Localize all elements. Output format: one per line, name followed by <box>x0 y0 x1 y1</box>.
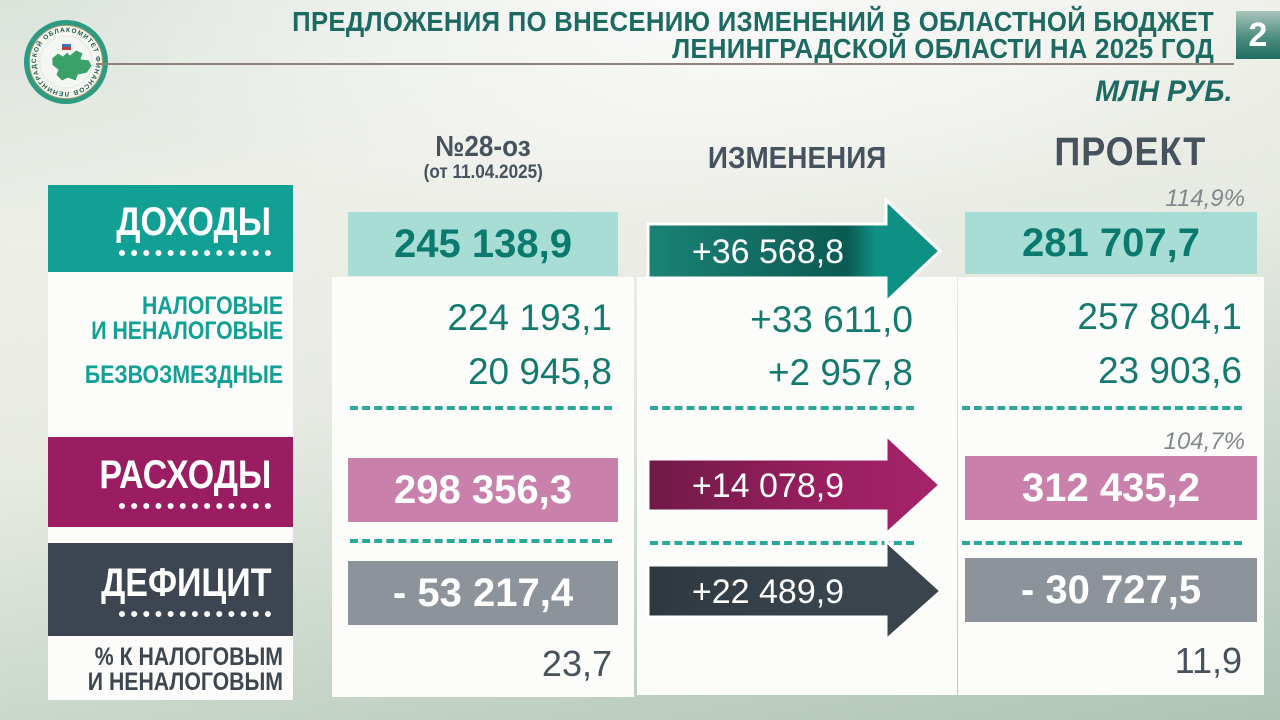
label-tax-nontax: НАЛОГОВЫЕ И НЕНАЛОГОВЫЕ <box>91 292 283 345</box>
value-pct-project: 11,9 <box>1174 640 1242 681</box>
percent-expenses: 104,7% <box>1163 428 1245 455</box>
arrow-deficit <box>646 539 944 643</box>
arrow-expenses <box>646 433 943 537</box>
label-box-deficit: ДЕФИЦИТ <box>48 543 293 636</box>
column-header-law: №28-оз <box>435 131 531 163</box>
value-tax-law: 224 193,1 <box>447 297 612 338</box>
value-incomes-law: 245 138,9 <box>348 212 618 276</box>
value-deficit-change: +22 489,9 <box>691 573 845 611</box>
label-box-incomes: ДОХОДЫ <box>48 185 293 272</box>
value-expenses-project: 312 435,2 <box>965 456 1257 520</box>
dashed-separator <box>350 406 612 410</box>
page-number-badge: 2 <box>1236 11 1280 59</box>
label-pct-to-tax: % К НАЛОГОВЫМ И НЕНАЛОГОВЫМ <box>87 643 283 696</box>
header-divider <box>96 63 1234 65</box>
committee-logo: КОМИТЕТ ФИНАНСОВ ЛЕНИНГРАДСКОЙ ОБЛАСТИ <box>22 18 108 104</box>
region-map-shape <box>51 49 93 82</box>
percent-incomes: 114,9% <box>1165 185 1245 212</box>
value-gratuitous-change: +2 957,8 <box>767 352 913 393</box>
value-gratuitous-project: 23 903,6 <box>1097 350 1242 391</box>
value-expenses-law: 298 356,3 <box>348 458 618 522</box>
slide-title-line2: ЛЕНИНГРАДСКОЙ ОБЛАСТИ НА 2025 ГОД <box>671 33 1214 64</box>
column-header-project: ПРОЕКТ <box>1054 130 1206 174</box>
dashed-separator <box>650 406 914 410</box>
label-box-expenses: РАСХОДЫ <box>48 437 293 527</box>
column-header-law-date: (от 11.04.2025) <box>423 162 543 183</box>
dotted-underline <box>119 503 271 509</box>
value-deficit-law: - 53 217,4 <box>348 561 618 625</box>
dashed-separator <box>650 541 914 545</box>
slide-title-line1: ПРЕДЛОЖЕНИЯ ПО ВНЕСЕНИЮ ИЗМЕНЕНИЙ В ОБЛА… <box>292 6 1214 37</box>
value-incomes-change: +36 568,8 <box>691 233 845 271</box>
dashed-separator <box>962 541 1242 545</box>
label-gratuitous: БЕЗВОЗМЕЗДНЫЕ <box>84 361 284 389</box>
value-pct-law: 23,7 <box>541 643 612 684</box>
value-tax-project: 257 804,1 <box>1077 296 1242 337</box>
dashed-separator <box>962 406 1242 410</box>
value-tax-change: +33 611,0 <box>750 299 913 340</box>
dashed-separator <box>350 539 612 543</box>
value-incomes-project: 281 707,7 <box>965 212 1257 274</box>
dotted-underline <box>119 249 271 256</box>
value-expenses-change: +14 078,9 <box>691 467 845 505</box>
flag-icon <box>62 44 71 50</box>
column-header-changes: ИЗМЕНЕНИЯ <box>707 140 887 175</box>
dotted-underline <box>119 610 271 617</box>
slide-title: ПРЕДЛОЖЕНИЯ ПО ВНЕСЕНИЮ ИЗМЕНЕНИЙ В ОБЛА… <box>212 6 1214 64</box>
value-gratuitous-law: 20 945,8 <box>467 351 612 392</box>
arrow-incomes <box>646 196 943 306</box>
units-label: МЛН РУБ. <box>1094 75 1232 108</box>
value-deficit-project: - 30 727,5 <box>965 558 1257 622</box>
